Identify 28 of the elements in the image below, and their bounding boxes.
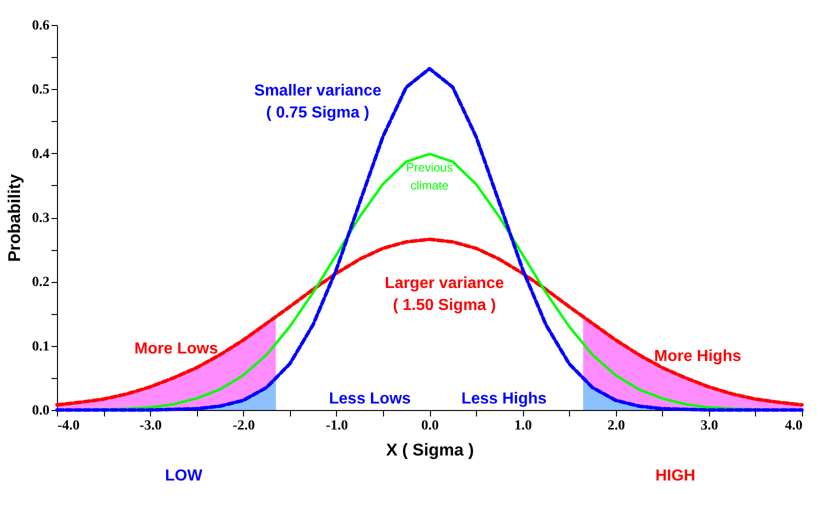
annotation: More Highs xyxy=(654,348,742,366)
x-tick-label: 3.0 xyxy=(700,418,718,434)
x-tick-label: 1.0 xyxy=(514,418,532,434)
x-axis-title: X ( Sigma ) xyxy=(386,440,474,460)
y-tick-label: 0.1 xyxy=(32,339,50,354)
y-tick-label: 0.2 xyxy=(32,275,50,290)
x-tick-label: -2.0 xyxy=(232,418,255,434)
text: LOW xyxy=(164,467,204,484)
annotation: More Lows xyxy=(134,340,218,358)
x-tick-label: -4.0 xyxy=(58,418,80,434)
y-tick-label: 0.3 xyxy=(32,211,50,226)
annotation: Previous climate xyxy=(406,160,453,192)
annotation: Larger variance ( 1.50 Sigma ) xyxy=(384,274,504,314)
y-tick-label: 0.4 xyxy=(32,146,50,162)
x-tick-label: 2.0 xyxy=(608,418,625,434)
x-tick-label: 0.0 xyxy=(421,418,439,434)
annotation: Less Highs xyxy=(461,390,547,408)
annotation: Less Lows xyxy=(328,390,411,408)
x-tick-label: -1.0 xyxy=(326,418,348,434)
line-series xyxy=(55,238,804,407)
y-tick-label: 0.5 xyxy=(32,82,50,98)
x-tick-label: -3.0 xyxy=(140,418,162,434)
y-axis-title: Probability xyxy=(5,174,24,262)
annotation: Smaller variance ( 0.75 Sigma ) xyxy=(254,82,382,122)
y-tick-label: 0.0 xyxy=(32,404,50,418)
y-tick-label: 0.6 xyxy=(32,18,50,34)
text: HIGH xyxy=(655,467,696,484)
x-tick-label: 4.0 xyxy=(785,418,802,434)
